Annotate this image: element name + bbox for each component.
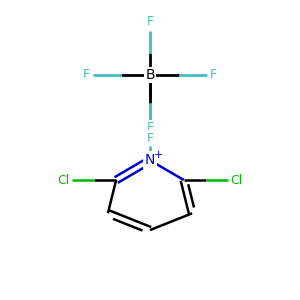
Text: Cl: Cl xyxy=(57,173,70,187)
Text: F: F xyxy=(83,68,90,81)
Text: F: F xyxy=(146,122,154,134)
Text: F: F xyxy=(146,132,154,145)
Text: Cl: Cl xyxy=(230,173,243,187)
Text: B: B xyxy=(145,68,155,82)
Text: N: N xyxy=(145,153,155,167)
Text: F: F xyxy=(210,68,217,81)
Text: F: F xyxy=(146,15,154,28)
Text: +: + xyxy=(154,150,164,160)
